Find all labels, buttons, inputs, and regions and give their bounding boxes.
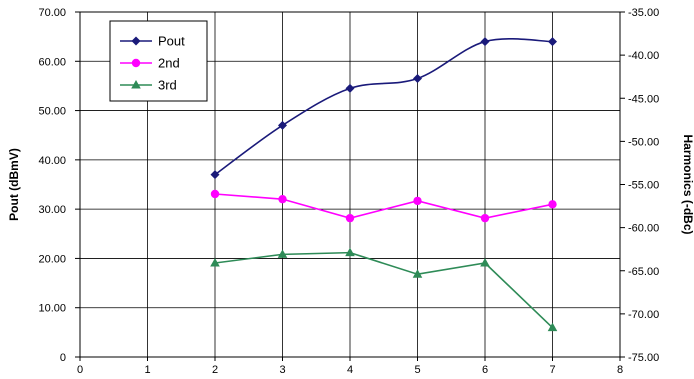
data-point-pout (210, 170, 220, 180)
x-tick-label: 8 (617, 364, 623, 376)
data-point-2nd (548, 200, 557, 209)
y2-axis-title: Harmonics (-dBc) (681, 134, 694, 234)
legend-label-2nd: 2nd (158, 56, 180, 71)
y2-tick-label: -65.00 (628, 266, 659, 278)
x-tick-label: 0 (77, 364, 83, 376)
y2-tick-label: -35.00 (628, 7, 659, 19)
y2-tick-label: -50.00 (628, 136, 659, 148)
data-point-2nd (480, 213, 490, 223)
data-point-pout (345, 83, 355, 93)
y-tick-label: 70.00 (38, 7, 66, 19)
series-line-3rd (214, 251, 554, 329)
data-point-pout (480, 37, 490, 47)
data-point-3rd (480, 257, 490, 267)
data-point-3rd (345, 247, 355, 257)
y-tick-label: 30.00 (38, 204, 66, 216)
series-line-pout (214, 38, 553, 176)
legend: Pout 2nd 3rd (109, 20, 208, 102)
y-tick-label: 60.00 (38, 56, 66, 68)
legend-label-3rd: 3rd (158, 78, 177, 93)
y-tick-label: 0 (60, 352, 66, 364)
y-tick-label: 50.00 (38, 106, 66, 118)
y2-tick-label: -60.00 (628, 223, 659, 235)
series-layer (210, 37, 558, 332)
data-point-3rd (210, 257, 220, 267)
data-point-2nd (210, 189, 220, 199)
y2-tick-label: -40.00 (628, 50, 659, 62)
y2-tick-label: -75.00 (628, 352, 659, 364)
tick-labels: 0 1 2 3 4 5 6 7 8 0 10.00 20.00 30.00 40.00 50.00 60.00… (38, 7, 659, 376)
data-point-pout (278, 120, 287, 130)
series-line-2nd (214, 193, 553, 219)
x-tick-label: 5 (414, 364, 420, 376)
data-point-pout (413, 74, 422, 84)
legend-box (109, 20, 208, 102)
legend-marker-pout (131, 36, 141, 46)
y-tick-label: 20.00 (38, 253, 66, 265)
data-point-2nd (278, 194, 287, 204)
data-point-2nd (345, 213, 355, 223)
x-tick-label: 3 (279, 364, 285, 376)
data-point-3rd (412, 269, 423, 278)
y2-tick-label: -45.00 (628, 93, 659, 105)
y-tick-label: 10.00 (38, 303, 66, 315)
legend-marker-2nd (131, 58, 141, 68)
x-tick-label: 4 (347, 364, 353, 376)
y-axis-title: Pout (dBmV) (7, 148, 21, 221)
legend-label-pout: Pout (158, 34, 185, 49)
legend-marker-3rd (131, 80, 141, 89)
data-point-3rd (277, 249, 288, 258)
data-point-2nd (413, 196, 422, 206)
x-tick-label: 6 (482, 364, 488, 376)
x-tick-label: 1 (144, 364, 150, 376)
data-point-pout (548, 37, 557, 47)
x-tick-label: 2 (212, 364, 218, 376)
x-tick-label: 7 (549, 364, 555, 376)
y-tick-label: 40.00 (38, 155, 66, 167)
y2-tick-label: -55.00 (628, 180, 659, 192)
y2-tick-label: -70.00 (628, 309, 659, 321)
data-point-3rd (547, 322, 558, 332)
